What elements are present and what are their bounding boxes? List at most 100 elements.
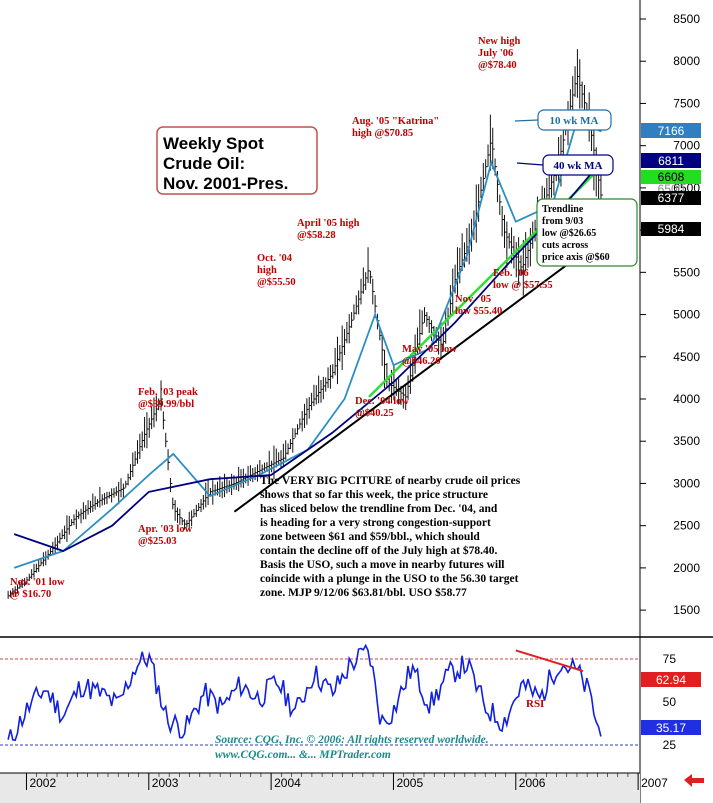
price-y-tick-label: 7000 bbox=[673, 139, 700, 153]
commentary-line-5: zone between $61 and $59/bbl., which sho… bbox=[260, 530, 480, 543]
time-tick-label: 2005 bbox=[396, 776, 423, 790]
ma-10-label-text: 10 wk MA bbox=[550, 115, 599, 127]
price-y-tick-label: 4000 bbox=[673, 392, 700, 406]
rsi-reference-lines bbox=[0, 658, 640, 746]
rsi-divergence-line bbox=[515, 649, 584, 672]
rsi-current-value: 35.17 bbox=[656, 721, 686, 735]
commentary-line-1: The VERY BIG PCITURE of nearby crude oil… bbox=[260, 475, 521, 487]
annotation-text: New high bbox=[478, 36, 520, 47]
rsi-divergence: RSI bbox=[515, 649, 584, 710]
rsi-y-tick-label: 50 bbox=[663, 695, 677, 709]
label-last-price: 6377 bbox=[658, 191, 685, 205]
source-line-1: Source: CQG, Inc. © 2006: All rights res… bbox=[215, 734, 489, 746]
scroll-right-arrow[interactable] bbox=[684, 774, 704, 787]
time-tick-label: 2003 bbox=[152, 776, 179, 790]
price-y-tick-label: 5000 bbox=[673, 308, 700, 322]
label-last-price-bg bbox=[641, 191, 701, 205]
rsi-y-tick-label: 25 bbox=[663, 738, 677, 752]
price-annotation: May '05 low@$46.20 bbox=[402, 344, 457, 367]
annotation-text: high @$70.85 bbox=[352, 128, 413, 139]
annotation-text: @$78.40 bbox=[478, 60, 517, 71]
ma-40-line bbox=[13, 161, 603, 552]
price-annotation: Nov. '01 low@ $16.70 bbox=[10, 577, 65, 600]
annotation-text: @$25.03 bbox=[138, 536, 177, 547]
trendline-note: Trendline from 9/03 low @$26.65 cuts acr… bbox=[536, 198, 638, 267]
annotation-text: Dec. '04 low bbox=[355, 396, 409, 407]
commentary-line-8: coincide with a plunge in the USO to the… bbox=[260, 573, 519, 585]
trendline-note-box bbox=[536, 198, 638, 267]
label-green-trend-value-bg bbox=[641, 170, 701, 184]
rsi-marker-value-bg bbox=[641, 672, 701, 687]
trendline-note-line-2: from 9/03 bbox=[542, 216, 583, 227]
annotation-text: @$40.25 bbox=[355, 408, 394, 419]
moving-average-lines bbox=[13, 119, 603, 569]
commentary-line-7: Basis the USO, such a move in nearby fut… bbox=[260, 559, 505, 571]
annotation-text: Apr. '03 low bbox=[138, 524, 193, 535]
commentary-line-4: is heading for a very strong congestion-… bbox=[260, 517, 491, 529]
annotation-text: @$55.50 bbox=[257, 277, 296, 288]
price-annotation: Apr. '03 low@$25.03 bbox=[138, 524, 193, 547]
label-10wk-value-bg bbox=[641, 123, 701, 138]
annotation-text: @$39.99/bbl bbox=[138, 399, 194, 410]
time-tick-label: 2002 bbox=[29, 776, 56, 790]
price-y-tick-label: 8000 bbox=[673, 54, 700, 68]
rsi-line bbox=[7, 643, 602, 742]
annotation-text: Feb. '06 bbox=[493, 268, 529, 279]
label-green-trend-value: 6608 bbox=[658, 170, 685, 184]
commentary-line-3: has sliced below the trendline from Dec.… bbox=[260, 503, 498, 515]
price-y-tick-label: 3000 bbox=[673, 476, 700, 490]
rsi-y-tick-label: 75 bbox=[663, 652, 677, 666]
ma-10-pointer bbox=[514, 119, 539, 122]
rsi-marker-value: 62.94 bbox=[656, 673, 686, 687]
price-annotation: Dec. '04 low@$40.25 bbox=[355, 396, 409, 419]
price-annotation: April '05 high@$58.28 bbox=[297, 218, 360, 241]
time-tick-label: 2007 bbox=[641, 776, 668, 790]
trendline-note-line-1: Trendline bbox=[542, 204, 584, 215]
annotation-text: April '05 high bbox=[297, 218, 360, 229]
price-y-tick-label: 4500 bbox=[673, 350, 700, 364]
rsi-value-labels: 62.94 35.17 bbox=[641, 672, 701, 735]
label-40wk-value: 6811 bbox=[658, 154, 684, 168]
price-y-tick-label: 1500 bbox=[673, 603, 700, 617]
title-box-border bbox=[156, 126, 318, 195]
price-y-tick-label: 2000 bbox=[673, 561, 700, 575]
annotation-text: @$46.20 bbox=[402, 356, 441, 367]
annotation-text: low $55.40 bbox=[455, 306, 502, 317]
price-annotations: Nov. '01 low@ $16.70 Feb. '03 peak@$39.99… bbox=[10, 36, 553, 600]
scroll-arrow-icon[interactable] bbox=[684, 774, 704, 787]
annotation-text: July '06 bbox=[478, 48, 513, 59]
commentary: The VERY BIG PCITURE of nearby crude oil… bbox=[260, 475, 521, 599]
trendline-black bbox=[233, 229, 615, 513]
time-axis-ticks: 2002 2003 2004 2005 2006 2007 bbox=[25, 773, 668, 790]
commentary-line-6: contain the decline off of the July high… bbox=[260, 544, 497, 557]
price-y-tick-label: 3500 bbox=[673, 434, 700, 448]
ma-40-pointer bbox=[516, 162, 544, 166]
annotation-text: Aug. '05 "Katrina" bbox=[352, 116, 439, 127]
title-line-2: Crude Oil: bbox=[163, 154, 245, 173]
annotation-text: May '05 low bbox=[402, 344, 457, 355]
price-y-tick-label: 2500 bbox=[673, 519, 700, 533]
title-line-3: Nov. 2001-Pres. bbox=[163, 174, 288, 193]
rsi-path bbox=[7, 643, 602, 742]
annotation-text: low @ $57.55 bbox=[493, 280, 553, 291]
price-y-tick-label: 7500 bbox=[673, 96, 700, 110]
label-black-trend-value-bg bbox=[641, 222, 701, 236]
price-bars bbox=[7, 49, 603, 599]
trendline-note-line-4: cuts across bbox=[542, 240, 588, 251]
annotation-text: Feb. '03 peak bbox=[138, 387, 198, 398]
trendline-note-line-3: low @$26.65 bbox=[542, 228, 596, 239]
price-y-tick-label: 5500 bbox=[673, 265, 700, 279]
annotation-text: @$58.28 bbox=[297, 230, 336, 241]
ma-40-label-text: 40 wk MA bbox=[554, 160, 603, 172]
label-black-trend-value: 5984 bbox=[658, 222, 685, 236]
annotation-text: @ $16.70 bbox=[10, 589, 51, 600]
price-annotation: Feb. '03 peak@$39.99/bbl bbox=[138, 387, 198, 410]
annotation-text: Nov. '05 bbox=[455, 294, 491, 305]
time-tick-label: 2006 bbox=[519, 776, 546, 790]
trendline-note-line-5: price axis @$60 bbox=[542, 252, 610, 263]
ma-10-line bbox=[13, 119, 602, 569]
